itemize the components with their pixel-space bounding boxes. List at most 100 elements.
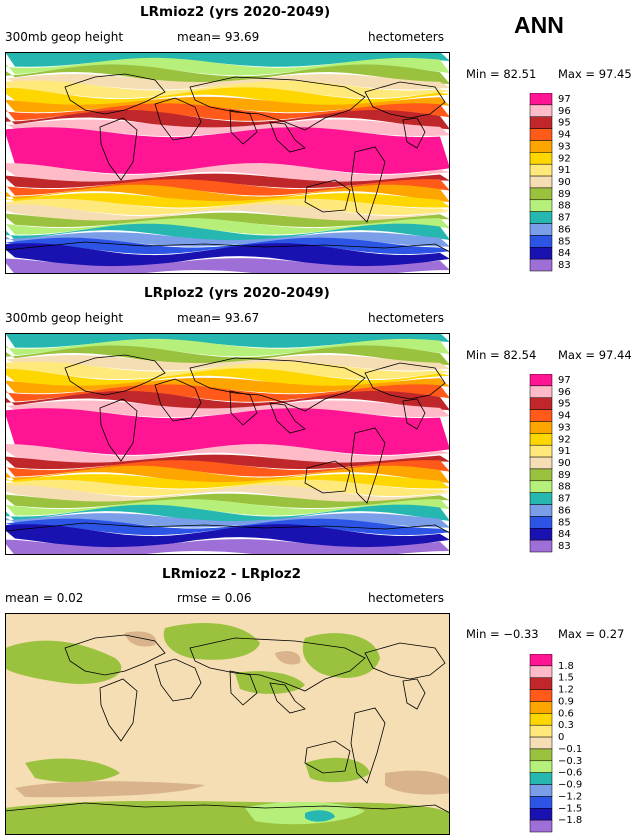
colorbar-label: 0 bbox=[558, 732, 564, 743]
contour-band-92 bbox=[5, 87, 450, 107]
contour-band-92 bbox=[5, 474, 450, 489]
contour-band-94 bbox=[5, 103, 450, 121]
colorbar-label: 83 bbox=[558, 260, 571, 271]
colorbar-swatch bbox=[529, 736, 553, 750]
panel3-rmse: rmse = 0.06 bbox=[177, 591, 252, 605]
colorbar-swatch bbox=[529, 187, 553, 201]
contour-band-90 bbox=[5, 355, 450, 371]
contour-band-94 bbox=[5, 384, 450, 402]
contour-band-92 bbox=[5, 193, 450, 208]
colorbar-label: −0.1 bbox=[558, 744, 582, 755]
contour-band-95 bbox=[5, 109, 450, 130]
panel1-title: LRmioz2 (yrs 2020-2049) bbox=[140, 4, 331, 20]
contour-band-85 bbox=[5, 237, 450, 255]
contour-band-94 bbox=[5, 179, 450, 196]
colorbar-label: 97 bbox=[558, 94, 571, 105]
contour-band-97 bbox=[5, 408, 450, 455]
colorbar-label: −1.2 bbox=[558, 791, 582, 802]
colorbar-label: 88 bbox=[558, 201, 571, 212]
colorbar-swatch bbox=[529, 433, 553, 446]
colorbar-label: 1.5 bbox=[558, 673, 574, 684]
colorbar-swatch bbox=[529, 140, 553, 153]
colorbar-label: 93 bbox=[558, 141, 571, 152]
colorbar-swatch bbox=[529, 456, 553, 470]
colorbar-swatch bbox=[529, 480, 553, 493]
contour-band-97 bbox=[5, 127, 450, 174]
contour-band-86 bbox=[5, 232, 450, 247]
colorbar-label: 87 bbox=[558, 213, 571, 224]
diff-region-8 bbox=[305, 810, 335, 822]
diff-region-0 bbox=[5, 640, 122, 684]
contour-band-90 bbox=[5, 204, 450, 223]
panel3-mean: mean = 0.02 bbox=[5, 591, 84, 605]
panel1-map bbox=[5, 52, 450, 274]
map-frame bbox=[5, 333, 450, 555]
panel2-variable: 300mb geop height bbox=[5, 311, 124, 325]
panel3-min: Min = −0.33 bbox=[466, 627, 539, 641]
contour-band-91 bbox=[5, 361, 450, 380]
contour-band-88 bbox=[5, 57, 450, 76]
panel1-variable: 300mb geop height bbox=[5, 30, 124, 44]
contour-band-93 bbox=[5, 465, 450, 485]
contour-band-83 bbox=[5, 258, 450, 274]
colorbar-swatch bbox=[529, 397, 553, 410]
panel1-mean: mean= 93.69 bbox=[177, 30, 260, 44]
colorbar-label: 84 bbox=[558, 248, 571, 259]
coastlines bbox=[5, 73, 450, 274]
panel3-colorbar: 1.81.51.20.90.60.30−0.1−0.3−0.6−0.9−1.2−… bbox=[529, 654, 582, 833]
diff-region-12 bbox=[275, 651, 301, 665]
colorbar-label: 0.6 bbox=[558, 708, 574, 719]
colorbar-swatch bbox=[529, 492, 553, 505]
colorbar-label: 83 bbox=[558, 541, 571, 552]
colorbar-label: 91 bbox=[558, 446, 571, 457]
colorbar-label: 85 bbox=[558, 517, 571, 528]
contour-band-89 bbox=[5, 212, 450, 228]
diff-region-1 bbox=[163, 623, 260, 660]
colorbar-label: 86 bbox=[558, 224, 571, 235]
colorbar-label: 95 bbox=[558, 399, 571, 410]
contour-band-87 bbox=[5, 223, 450, 242]
colorbar-label: 96 bbox=[558, 387, 571, 398]
colorbar-label: 85 bbox=[558, 236, 571, 247]
colorbar-swatch bbox=[529, 409, 553, 422]
colorbar-label: −0.3 bbox=[558, 756, 582, 767]
contour-band-93 bbox=[5, 184, 450, 204]
colorbar-swatch bbox=[529, 258, 553, 272]
diff-region-2 bbox=[302, 633, 380, 678]
diff-region-3 bbox=[235, 671, 305, 694]
colorbar-swatch bbox=[529, 772, 553, 785]
colorbar-label: 95 bbox=[558, 118, 571, 129]
contour-band-89 bbox=[5, 64, 450, 84]
colorbar-label: 97 bbox=[558, 375, 571, 386]
colorbar-swatch bbox=[529, 724, 553, 738]
diff-region-5 bbox=[305, 757, 370, 783]
colorbar-label: 90 bbox=[558, 458, 571, 469]
contour-band-93 bbox=[5, 96, 450, 113]
diff-region-9 bbox=[15, 781, 205, 798]
colorbar-swatch bbox=[529, 701, 553, 714]
contour-band-91 bbox=[5, 198, 450, 216]
contour-band-87 bbox=[5, 52, 450, 67]
contour-band-94 bbox=[5, 460, 450, 477]
colorbar-label: 90 bbox=[558, 177, 571, 188]
colorbar-label: 0.9 bbox=[558, 696, 574, 707]
contour-band-87 bbox=[5, 333, 450, 348]
contour-band-84 bbox=[5, 524, 450, 550]
colorbar-swatch bbox=[529, 539, 553, 553]
contour-band-90 bbox=[5, 485, 450, 504]
colorbar-swatch bbox=[529, 468, 553, 482]
colorbar-swatch bbox=[529, 104, 553, 117]
colorbar-swatch bbox=[529, 654, 553, 667]
colorbar-label: −0.6 bbox=[558, 768, 582, 779]
colorbar-swatch bbox=[529, 211, 553, 224]
panel2-min: Min = 82.54 bbox=[466, 348, 537, 362]
colorbar-swatch bbox=[529, 163, 553, 177]
contour-band-90 bbox=[5, 74, 450, 90]
colorbar-swatch bbox=[529, 444, 553, 458]
colorbar-label: 92 bbox=[558, 153, 571, 164]
panel3-title: LRmioz2 - LRploz2 bbox=[162, 566, 302, 582]
panel3-units: hectometers bbox=[368, 591, 444, 605]
contour-band-83 bbox=[5, 539, 450, 555]
colorbar-swatch bbox=[529, 175, 553, 189]
